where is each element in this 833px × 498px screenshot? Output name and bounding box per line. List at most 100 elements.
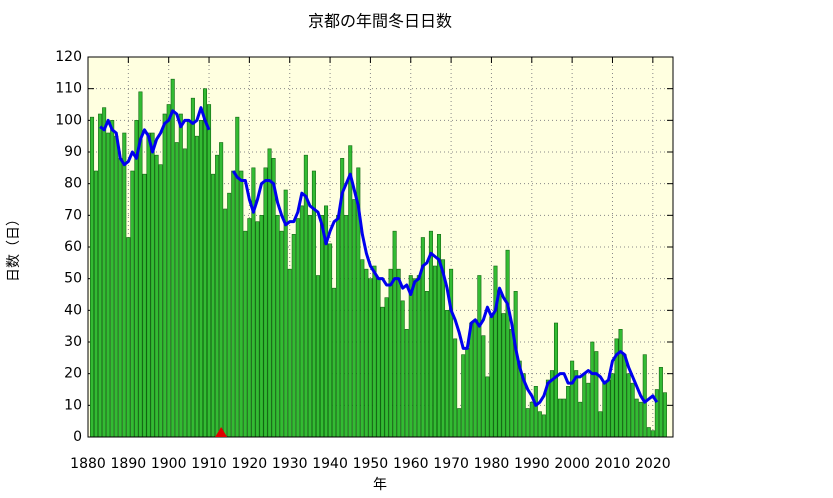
bar — [122, 132, 127, 438]
x-axis-label: 年 — [373, 477, 387, 493]
x-tick-label: 1940 — [312, 456, 348, 472]
bar — [457, 408, 462, 438]
x-tick-label: 1910 — [191, 456, 227, 472]
bar — [525, 408, 530, 438]
bar — [190, 97, 195, 438]
bar — [287, 268, 292, 438]
bar — [299, 205, 304, 438]
x-tick-label: 1880 — [70, 456, 106, 472]
bar — [186, 120, 191, 438]
x-tick-label: 2010 — [595, 456, 631, 472]
bar — [566, 386, 571, 438]
bar — [328, 243, 333, 438]
bar — [594, 351, 599, 438]
bar — [646, 427, 651, 438]
bar — [364, 268, 369, 438]
bar — [279, 230, 284, 438]
bar — [166, 104, 171, 438]
bar — [307, 215, 312, 438]
bar — [662, 392, 667, 438]
bar — [408, 275, 413, 438]
bar — [344, 215, 349, 438]
y-axis-label: 日数（日） — [6, 212, 22, 282]
bar — [513, 291, 518, 438]
bar — [489, 316, 494, 438]
bar — [207, 104, 212, 438]
bar — [481, 335, 486, 438]
bar — [497, 294, 502, 438]
bar — [485, 376, 490, 438]
x-tick-label: 1980 — [474, 456, 510, 472]
bar — [194, 135, 199, 438]
bar — [400, 300, 405, 438]
bar — [255, 221, 260, 438]
y-tick-label: 40 — [64, 302, 82, 318]
bar — [219, 142, 224, 438]
bar — [114, 135, 119, 438]
bar — [424, 291, 429, 438]
bar — [198, 120, 203, 438]
bar — [98, 113, 103, 438]
moving-average-line — [99, 106, 211, 167]
bar — [247, 218, 252, 438]
marker — [215, 427, 228, 437]
bar — [332, 287, 337, 438]
y-tick-label: 60 — [64, 239, 82, 255]
bar — [162, 113, 167, 438]
bar — [396, 268, 401, 438]
bar — [654, 389, 659, 438]
chart-title: 京都の年間冬日日数 — [308, 12, 452, 31]
y-tick-label: 20 — [64, 366, 82, 382]
bar — [142, 173, 147, 438]
y-tick-label: 120 — [55, 49, 82, 65]
bar — [562, 398, 567, 438]
bar — [223, 208, 228, 438]
y-tick-label: 100 — [55, 112, 82, 128]
moving-average-line — [231, 170, 659, 407]
bar — [239, 170, 244, 438]
bar — [388, 268, 393, 438]
bar — [642, 354, 647, 438]
bar — [658, 367, 663, 438]
bar — [630, 382, 635, 438]
x-tick-label: 1930 — [272, 456, 308, 472]
y-tick-label: 110 — [55, 81, 82, 97]
bar — [231, 170, 236, 438]
bar — [509, 329, 514, 438]
bar — [267, 148, 272, 438]
x-tick-label: 2000 — [554, 456, 590, 472]
bar — [275, 215, 280, 438]
bar — [598, 411, 603, 438]
bar — [445, 310, 450, 438]
bar — [465, 348, 470, 438]
bar — [590, 341, 595, 438]
bar — [441, 259, 446, 438]
bar — [449, 268, 454, 438]
bar — [638, 401, 643, 438]
bar — [182, 148, 187, 438]
bar — [271, 158, 276, 438]
bar — [428, 230, 433, 438]
bar — [295, 218, 300, 438]
bar — [118, 158, 123, 438]
bar — [586, 382, 591, 438]
x-tick-label: 1950 — [353, 456, 389, 472]
bar — [368, 278, 373, 438]
x-tick-label: 1900 — [151, 456, 187, 472]
bar — [150, 132, 155, 438]
bar — [626, 373, 631, 438]
bar — [558, 398, 563, 438]
bar — [130, 170, 135, 438]
bar — [106, 132, 111, 438]
bar — [202, 88, 208, 438]
bar — [146, 132, 151, 438]
bar — [336, 215, 341, 438]
bar — [622, 354, 627, 438]
bar — [610, 373, 615, 438]
bar — [134, 120, 139, 438]
bar — [501, 313, 506, 438]
bar — [319, 215, 325, 438]
bar — [412, 278, 417, 438]
